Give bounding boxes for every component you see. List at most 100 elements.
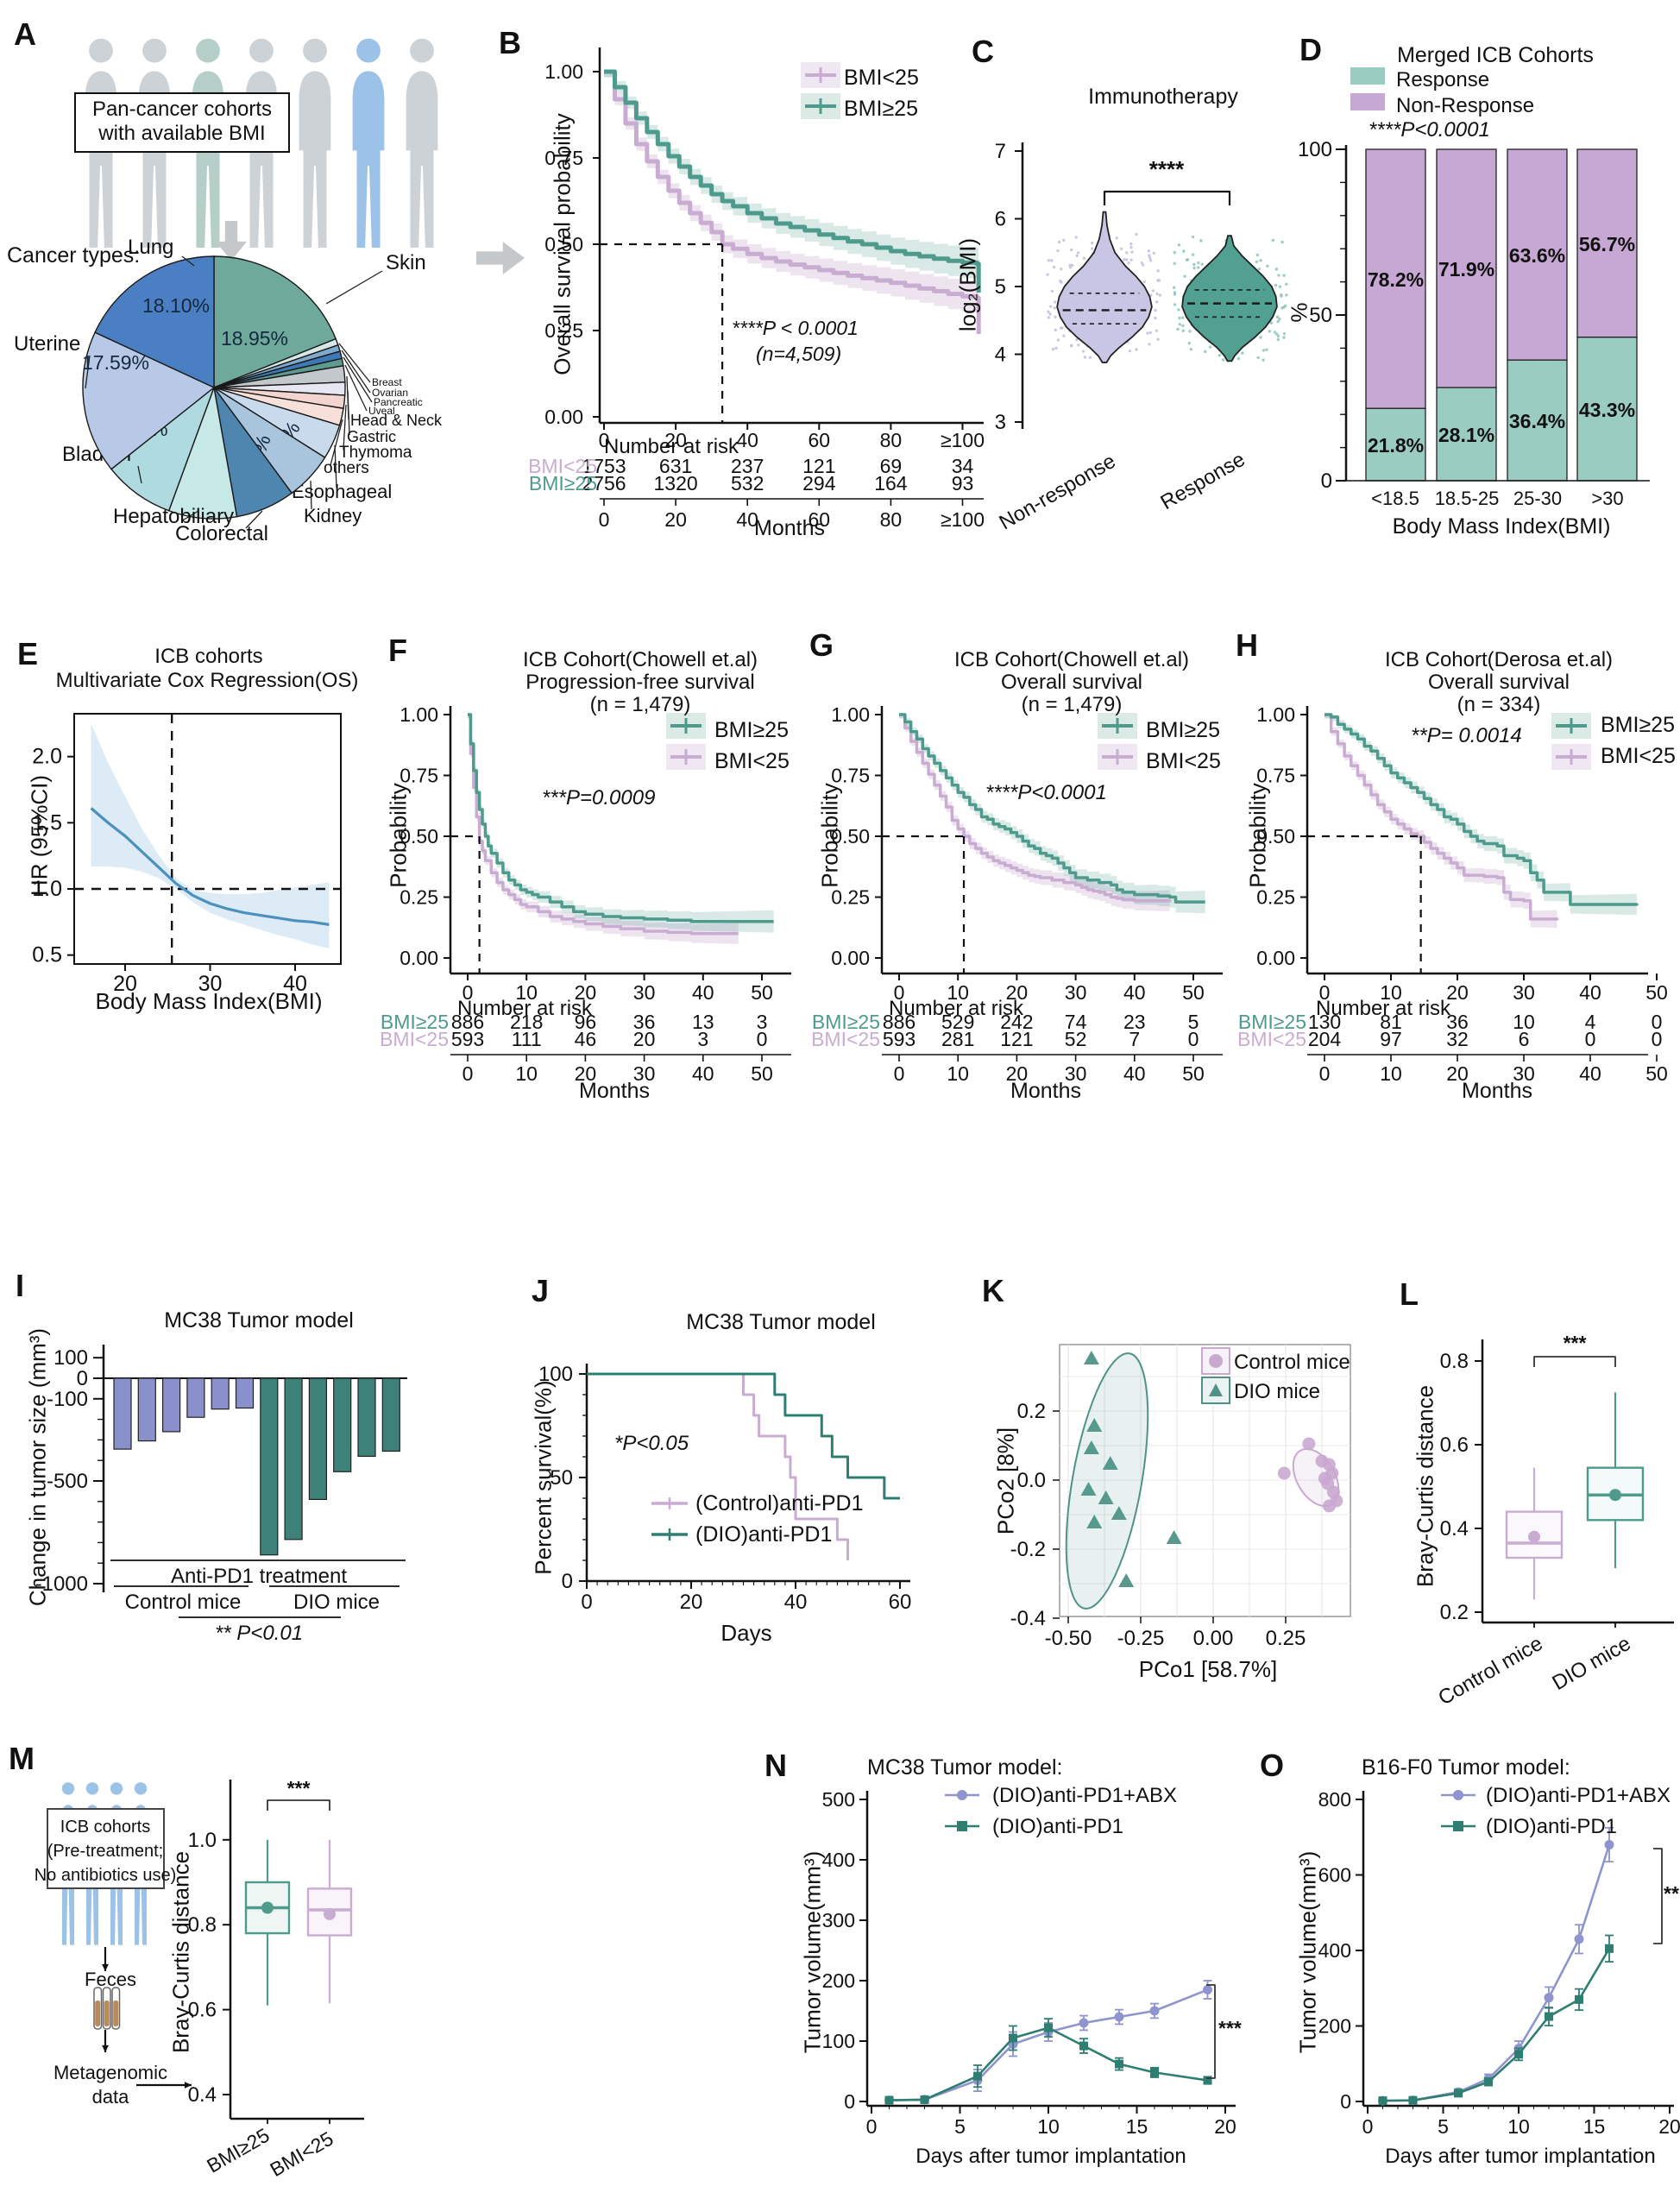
e-xlabel: Body Mass Index(BMI) <box>95 988 323 1014</box>
dio-point <box>1166 1530 1182 1544</box>
n-legend-abx: (DIO)anti-PD1+ABX <box>992 1784 1178 1807</box>
tick-label: 200 <box>1318 2015 1351 2038</box>
h-number-at-risk: Number at risk <box>1316 997 1451 1020</box>
bar-nonresponse <box>1365 148 1426 409</box>
h-title-2: Overall survival <box>1427 671 1570 694</box>
tick-label: 40 <box>1123 1062 1146 1085</box>
tick-label: 1.0 <box>188 1829 217 1852</box>
h-title-1: ICB Cohort(Derosa et.al) <box>1384 648 1614 671</box>
shape <box>1209 1383 1223 1396</box>
tick-label: 0.00 <box>1256 947 1295 969</box>
bar-label-response: 21.8% <box>1368 434 1424 457</box>
risk-count: 97 <box>1380 1028 1402 1050</box>
violin-dot <box>1054 300 1057 304</box>
bar-control <box>113 1377 132 1450</box>
violin-dot <box>1048 312 1052 316</box>
violin-dot <box>1282 336 1286 339</box>
marker-pd1 <box>1203 2076 1212 2085</box>
m-box-line1: ICB cohorts <box>60 1818 151 1837</box>
risk-count: 294 <box>802 472 836 495</box>
tick-label: 0.25 <box>831 886 870 909</box>
panel-a-letter: A <box>14 16 36 52</box>
h-risk-row-lt25: BMI<25 <box>1237 1028 1306 1050</box>
tick-label: 0.6 <box>188 1999 217 2022</box>
tick-label: 10 <box>947 981 969 1004</box>
tick-label: 20 <box>1006 981 1029 1004</box>
violin-dot <box>1081 350 1085 353</box>
risk-count: 281 <box>941 1028 974 1050</box>
violin-dot <box>1256 356 1260 360</box>
b-pvalue: ****P < 0.0001 <box>732 317 859 339</box>
tick-label: 20 <box>113 972 137 996</box>
km-curve-bmi-ge25 <box>1324 713 1639 906</box>
m-feces-label: Feces <box>85 1969 136 1990</box>
d-pvalue: ****P<0.0001 <box>1369 118 1490 142</box>
bar-dio <box>260 1377 279 1556</box>
violin-dot <box>1158 293 1162 297</box>
g-title-3: (n = 1,479) <box>1021 693 1123 716</box>
marker-pd1 <box>1009 2033 1017 2043</box>
bar-nonresponse <box>1576 148 1638 338</box>
violin-dot <box>1173 291 1177 294</box>
tick-label: 0 <box>77 1367 88 1390</box>
violin-dot <box>1123 258 1126 261</box>
tick-label: 40 <box>692 1062 714 1085</box>
tick-label: 0.00 <box>831 947 870 969</box>
violin-dot <box>1178 316 1181 320</box>
tick-label: 0.50 <box>544 233 583 255</box>
rect <box>1453 1821 1463 1831</box>
violin-dot <box>1262 358 1265 362</box>
violin-dot <box>1148 258 1153 262</box>
j-legend-control: (Control)anti-PD1 <box>695 1491 864 1515</box>
tick-label: ≥100 <box>941 429 985 451</box>
violin-dot <box>1197 266 1200 269</box>
tick-label: 0.00 <box>400 947 438 969</box>
tick-label: 20 <box>1006 1062 1029 1085</box>
violin-dot <box>1075 337 1079 342</box>
tick-label: 20 <box>1214 2115 1236 2138</box>
marker-abx <box>1079 2018 1089 2028</box>
person-silhouette-icon <box>356 38 381 63</box>
violin-dot <box>1062 238 1066 243</box>
violin-dot <box>1060 267 1063 271</box>
i-ylabel: Change in tumor size (mm³) <box>24 1327 51 1607</box>
violin-dot <box>1197 261 1200 265</box>
marker-abx <box>1544 1993 1554 2003</box>
o-ylabel: Tumor volume(mm³) <box>1294 1850 1321 2054</box>
tick-label: 0.0 <box>1017 1469 1046 1492</box>
tick-label: 0.25 <box>1256 886 1295 909</box>
violin-dot <box>1129 246 1133 249</box>
tick-label: 100 <box>53 1346 88 1370</box>
tick-label: 40 <box>1123 981 1146 1004</box>
tick-label: 20 <box>680 1591 703 1614</box>
violin-dot <box>1266 264 1269 268</box>
violin-dot <box>1176 327 1180 331</box>
k-xlabel: PCo1 [58.7%] <box>1138 1656 1278 1682</box>
risk-count: 218 <box>510 1011 543 1033</box>
hr-curve <box>90 807 330 926</box>
mean-point <box>1528 1530 1540 1543</box>
panel-d-letter: D <box>1299 32 1322 67</box>
sig-bracket <box>1653 1848 1663 1944</box>
tick-label: 10 <box>1380 1062 1402 1085</box>
marker-abx <box>1574 1934 1584 1944</box>
b-legend-ge25: BMI≥25 <box>844 97 918 121</box>
tick-label: 50 <box>1182 981 1205 1004</box>
pie-slice-label: Uveal <box>368 405 395 417</box>
tick-label: -0.2 <box>1010 1538 1046 1561</box>
cancer-types-label: Cancer types: <box>7 243 141 268</box>
marker-abx <box>1203 1985 1212 1994</box>
panel-l-letter: L <box>1400 1276 1419 1312</box>
e-ylabel: HR (95%CI) <box>26 774 53 897</box>
pie-percent-label: 18.95% <box>221 327 288 350</box>
violin-dot <box>1173 286 1176 289</box>
risk-count: 886 <box>451 1011 484 1033</box>
risk-count: 36 <box>1446 1011 1469 1033</box>
tick-label: 40 <box>736 429 758 451</box>
violin-dot <box>1047 310 1050 314</box>
pie-leader-line <box>338 343 371 383</box>
violin-dot <box>1189 347 1193 351</box>
flow-arrowhead <box>184 2082 192 2089</box>
mean-point <box>261 1901 274 1914</box>
violin-dot <box>1155 300 1159 304</box>
